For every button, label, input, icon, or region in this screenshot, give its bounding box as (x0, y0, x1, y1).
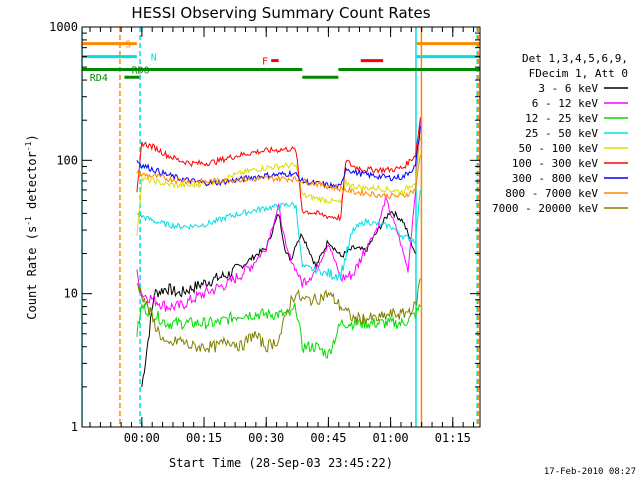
legend-label-8: 7000 - 20000 keV (492, 202, 598, 215)
legend-label-2: 12 - 25 keV (525, 112, 598, 125)
x-axis-label: Start Time (28-Sep-03 23:45:22) (169, 456, 393, 470)
series-line-2 (136, 302, 421, 360)
x-tick-label-0: 00:00 (124, 431, 160, 445)
flag-label-rd0: RD0 (132, 66, 150, 77)
y-tick-label-0: 1 (71, 420, 78, 434)
legend-label-4: 50 - 100 keV (519, 142, 599, 155)
legend-label-0: 3 - 6 keV (538, 82, 598, 95)
legend: Det 1,3,4,5,6,9, FDecim 1, Att 0 3 - 6 k… (492, 52, 628, 215)
y-axis-label: Count Rate (s-1 detector-1) (24, 134, 39, 319)
series-line-5 (136, 117, 421, 222)
x-tick-label-5: 01:15 (435, 431, 471, 445)
legend-label-6: 300 - 800 keV (512, 172, 598, 185)
y-tick-label-3: 1000 (49, 20, 78, 34)
legend-header-2: FDecim 1, Att 0 (529, 67, 628, 80)
x-tick-label-4: 01:00 (373, 431, 409, 445)
series-line-0 (141, 210, 416, 388)
flag-label-f: F (262, 57, 268, 68)
series-line-4 (136, 136, 421, 237)
series-line-3 (136, 189, 421, 282)
x-tick-label-1: 00:15 (186, 431, 222, 445)
legend-header-1: Det 1,3,4,5,6,9, (522, 52, 628, 65)
flag-label-s: S (125, 40, 131, 51)
legend-label-7: 800 - 7000 keV (505, 187, 598, 200)
legend-label-3: 25 - 50 keV (525, 127, 598, 140)
y-tick-label-1: 10 (64, 287, 78, 301)
legend-label-5: 100 - 300 keV (512, 157, 598, 170)
flag-label-rd4: RD4 (90, 73, 108, 84)
y-tick-label-2: 100 (56, 153, 78, 167)
series-line-1 (136, 120, 421, 312)
timestamp: 17-Feb-2010 08:27 (544, 467, 636, 477)
x-tick-label-2: 00:30 (248, 431, 284, 445)
flag-label-n: N (151, 53, 157, 64)
x-tick-label-3: 00:45 (310, 431, 346, 445)
legend-label-1: 6 - 12 keV (532, 97, 599, 110)
series-line-7 (136, 154, 421, 201)
series-line-8 (136, 278, 421, 353)
chart-title: HESSI Observing Summary Count Rates (131, 4, 430, 22)
plot-frame (81, 26, 481, 428)
